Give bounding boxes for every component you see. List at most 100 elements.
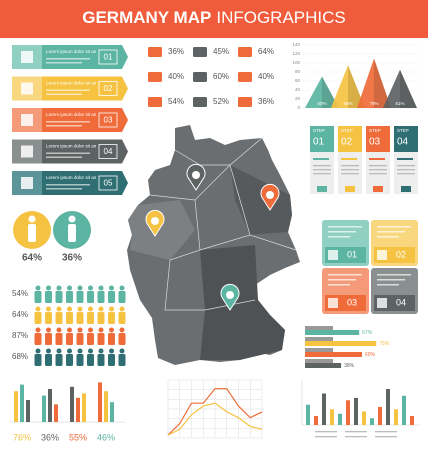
person-head <box>67 348 72 354</box>
bar <box>370 418 374 425</box>
step-head <box>394 126 418 152</box>
person-body <box>34 312 42 324</box>
stat-value: 54% <box>168 97 184 106</box>
bar <box>394 409 398 425</box>
y-tick-label: 40 <box>295 87 301 92</box>
banner-body <box>42 171 96 195</box>
person-head <box>46 327 51 333</box>
banner-line <box>46 93 82 95</box>
person-head <box>109 348 114 354</box>
hbar <box>305 330 360 335</box>
banner-tab <box>96 108 128 132</box>
banner-body <box>42 108 96 132</box>
person-body <box>108 333 115 345</box>
banner-glyph <box>21 82 33 95</box>
person-head <box>77 306 83 312</box>
step-head <box>310 126 334 152</box>
hbar <box>305 341 377 346</box>
bar-group-label: 36% <box>41 432 59 442</box>
person-head <box>77 285 83 291</box>
hbar-label: 57% <box>362 330 373 336</box>
banner-glyph <box>21 51 33 63</box>
stat-icon <box>193 47 207 57</box>
bar <box>98 382 102 422</box>
person-body <box>108 312 115 324</box>
person-body <box>87 354 94 366</box>
stat-value: 36% <box>168 47 184 56</box>
stat-value: 60% <box>213 72 229 81</box>
banner-number: 04 <box>104 147 113 156</box>
person-body <box>97 333 105 345</box>
bar <box>386 389 390 425</box>
stat-icon <box>148 72 162 82</box>
step-foot <box>317 186 327 192</box>
tile-line <box>328 279 356 281</box>
hbar-tag <box>305 359 333 363</box>
banner-line <box>46 188 82 190</box>
person-body <box>55 312 63 324</box>
person-body <box>118 354 126 366</box>
tile-number: 04 <box>396 297 406 307</box>
step-line <box>369 173 387 175</box>
bar <box>402 395 406 425</box>
person-head <box>98 327 104 333</box>
bar-group-label: 76% <box>13 432 31 442</box>
hbar-tag <box>305 337 333 341</box>
step-line <box>341 173 359 175</box>
step-line <box>313 158 329 160</box>
person-body <box>34 354 42 366</box>
stat-icon <box>238 97 252 107</box>
title-main: GERMANY MAP <box>82 8 211 27</box>
bar <box>20 384 24 422</box>
person-head <box>67 285 72 291</box>
people-value: 54% <box>12 289 28 298</box>
step-foot <box>401 186 411 192</box>
tile-line <box>377 231 405 233</box>
gender-value: 64% <box>22 253 42 264</box>
person-head <box>109 285 114 291</box>
triangle-label: 61% <box>395 101 404 106</box>
step-line <box>341 169 359 171</box>
triangle-label: 68% <box>343 101 352 106</box>
hbar-tag <box>305 348 333 352</box>
hbar-label: 75% <box>379 341 390 347</box>
hbar <box>305 363 342 368</box>
banner-line <box>46 58 90 60</box>
person-head <box>35 348 41 354</box>
person-body <box>45 312 52 324</box>
step-foot <box>345 186 355 192</box>
banner-text: Lorem ipsum dolor sit amet <box>46 144 102 149</box>
tile-line <box>328 226 362 228</box>
bar-group-label: 55% <box>69 432 87 442</box>
y-tick-label: 80 <box>295 69 301 74</box>
map-border <box>229 164 251 236</box>
banner-tab <box>96 45 128 69</box>
stat-icon <box>238 72 252 82</box>
person-head <box>56 327 62 333</box>
person-body <box>76 291 84 303</box>
tile-line <box>377 236 399 238</box>
bar <box>362 411 366 425</box>
stat-icon <box>193 72 207 82</box>
person-body <box>76 333 84 345</box>
map-region <box>128 200 195 260</box>
people-value: 68% <box>12 352 28 361</box>
bar <box>14 391 18 422</box>
tile-line <box>377 284 399 286</box>
hbar-label: 38% <box>344 363 355 369</box>
header-band <box>0 0 428 38</box>
banner-line <box>46 62 82 64</box>
triangle-label: 50% <box>317 101 326 106</box>
bar <box>378 407 382 425</box>
gender-body <box>28 224 36 242</box>
bar <box>410 416 414 425</box>
person-body <box>108 354 115 366</box>
person-head <box>46 348 51 354</box>
step-number: 04 <box>397 137 409 148</box>
step-line <box>369 158 385 160</box>
y-tick-label: 100 <box>292 60 300 65</box>
banner-line <box>46 121 90 123</box>
title-sub: INFOGRAPHICS <box>216 8 345 27</box>
person-body <box>108 291 115 303</box>
map-region <box>230 165 292 235</box>
